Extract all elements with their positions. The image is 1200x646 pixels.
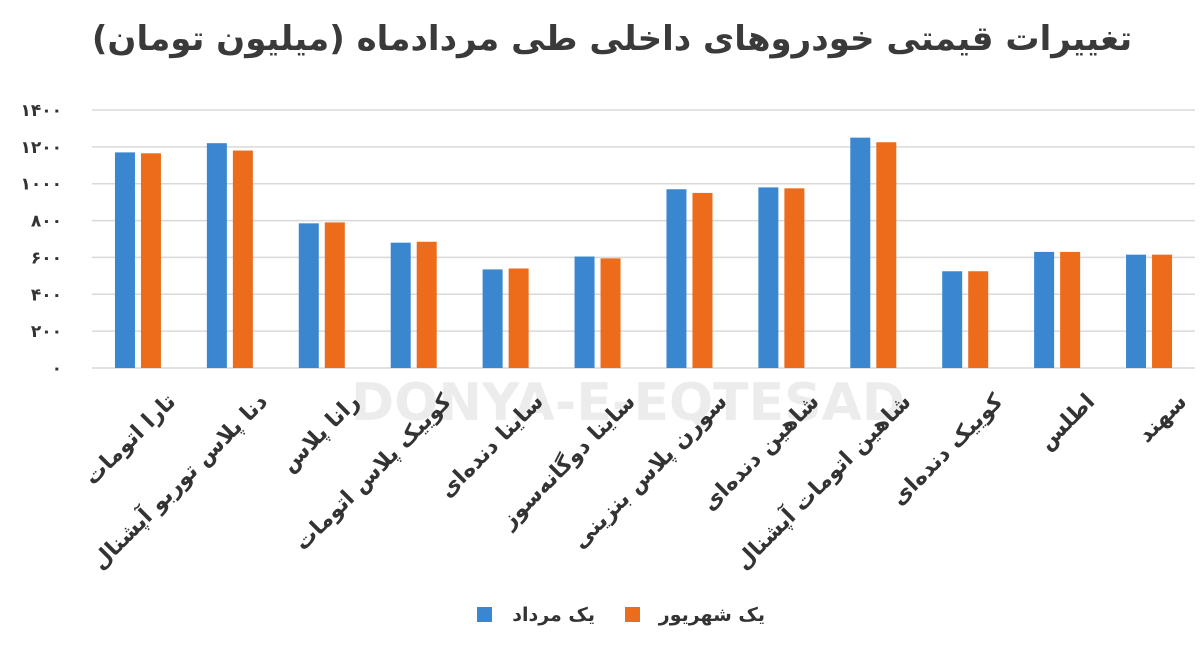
bar-shahrivar-0 bbox=[140, 153, 161, 368]
y-tick-label-400: ۴۰۰ bbox=[31, 285, 62, 305]
x-category-label-10: اطلس bbox=[1034, 389, 1100, 455]
x-category-label-2: رانا پلاس bbox=[277, 389, 365, 477]
x-category-label-1: دنا پلاس توربو آپشنال bbox=[85, 387, 273, 575]
bar-shahrivar-9 bbox=[968, 271, 989, 368]
y-tick-label-1000: ۱۰۰۰ bbox=[20, 175, 62, 195]
bar-mordad-2 bbox=[298, 223, 319, 368]
bar-mordad-4 bbox=[482, 269, 503, 368]
bar-mordad-3 bbox=[390, 242, 411, 368]
grid-lines bbox=[92, 109, 1195, 369]
bar-mordad-10 bbox=[1034, 251, 1055, 368]
y-tick-label-800: ۸۰۰ bbox=[31, 212, 62, 232]
legend: یک مرداد یک شهریور bbox=[477, 604, 765, 626]
bar-shahrivar-2 bbox=[324, 222, 345, 368]
bars bbox=[114, 137, 1173, 368]
bar-shahrivar-11 bbox=[1152, 254, 1173, 368]
legend-label-1: یک شهریور bbox=[658, 604, 765, 626]
bar-mordad-9 bbox=[942, 271, 963, 368]
bar-shahrivar-10 bbox=[1060, 251, 1081, 368]
bar-shahrivar-3 bbox=[416, 241, 437, 368]
bar-shahrivar-6 bbox=[692, 192, 713, 368]
y-tick-label-1200: ۱۲۰۰ bbox=[20, 138, 62, 158]
bar-shahrivar-4 bbox=[508, 268, 529, 368]
x-category-label-0: تارا اتومات bbox=[80, 389, 181, 490]
x-category-label-11: سهند bbox=[1133, 389, 1192, 448]
y-tick-label-600: ۶۰۰ bbox=[31, 248, 62, 268]
bar-shahrivar-8 bbox=[876, 142, 897, 368]
legend-label-0: یک مرداد bbox=[512, 604, 595, 626]
bar-shahrivar-7 bbox=[784, 188, 805, 368]
chart-title: تغییرات قیمتی خودروهای داخلی طی مردادماه… bbox=[92, 19, 1132, 59]
bar-mordad-6 bbox=[666, 189, 687, 368]
bar-mordad-7 bbox=[758, 187, 779, 368]
bar-shahrivar-1 bbox=[232, 150, 253, 368]
bar-shahrivar-5 bbox=[600, 258, 621, 368]
y-tick-label-1400: ۱۴۰۰ bbox=[20, 101, 62, 121]
bar-mordad-11 bbox=[1126, 254, 1147, 368]
bar-mordad-0 bbox=[114, 152, 135, 368]
bar-mordad-8 bbox=[850, 137, 871, 368]
watermark-text: DONYA-E-EQTESAD bbox=[351, 373, 905, 433]
bar-mordad-5 bbox=[574, 256, 595, 368]
legend-swatch-1 bbox=[625, 607, 640, 622]
legend-swatch-0 bbox=[477, 607, 492, 622]
y-tick-label-0: ۰ bbox=[52, 359, 62, 379]
y-tick-label-200: ۲۰۰ bbox=[31, 322, 62, 342]
y-axis-ticks: ۰ ۲۰۰ ۴۰۰ ۶۰۰ ۸۰۰ ۱۰۰۰ ۱۲۰۰ ۱۴۰۰ bbox=[20, 101, 62, 379]
bar-mordad-1 bbox=[206, 143, 227, 368]
